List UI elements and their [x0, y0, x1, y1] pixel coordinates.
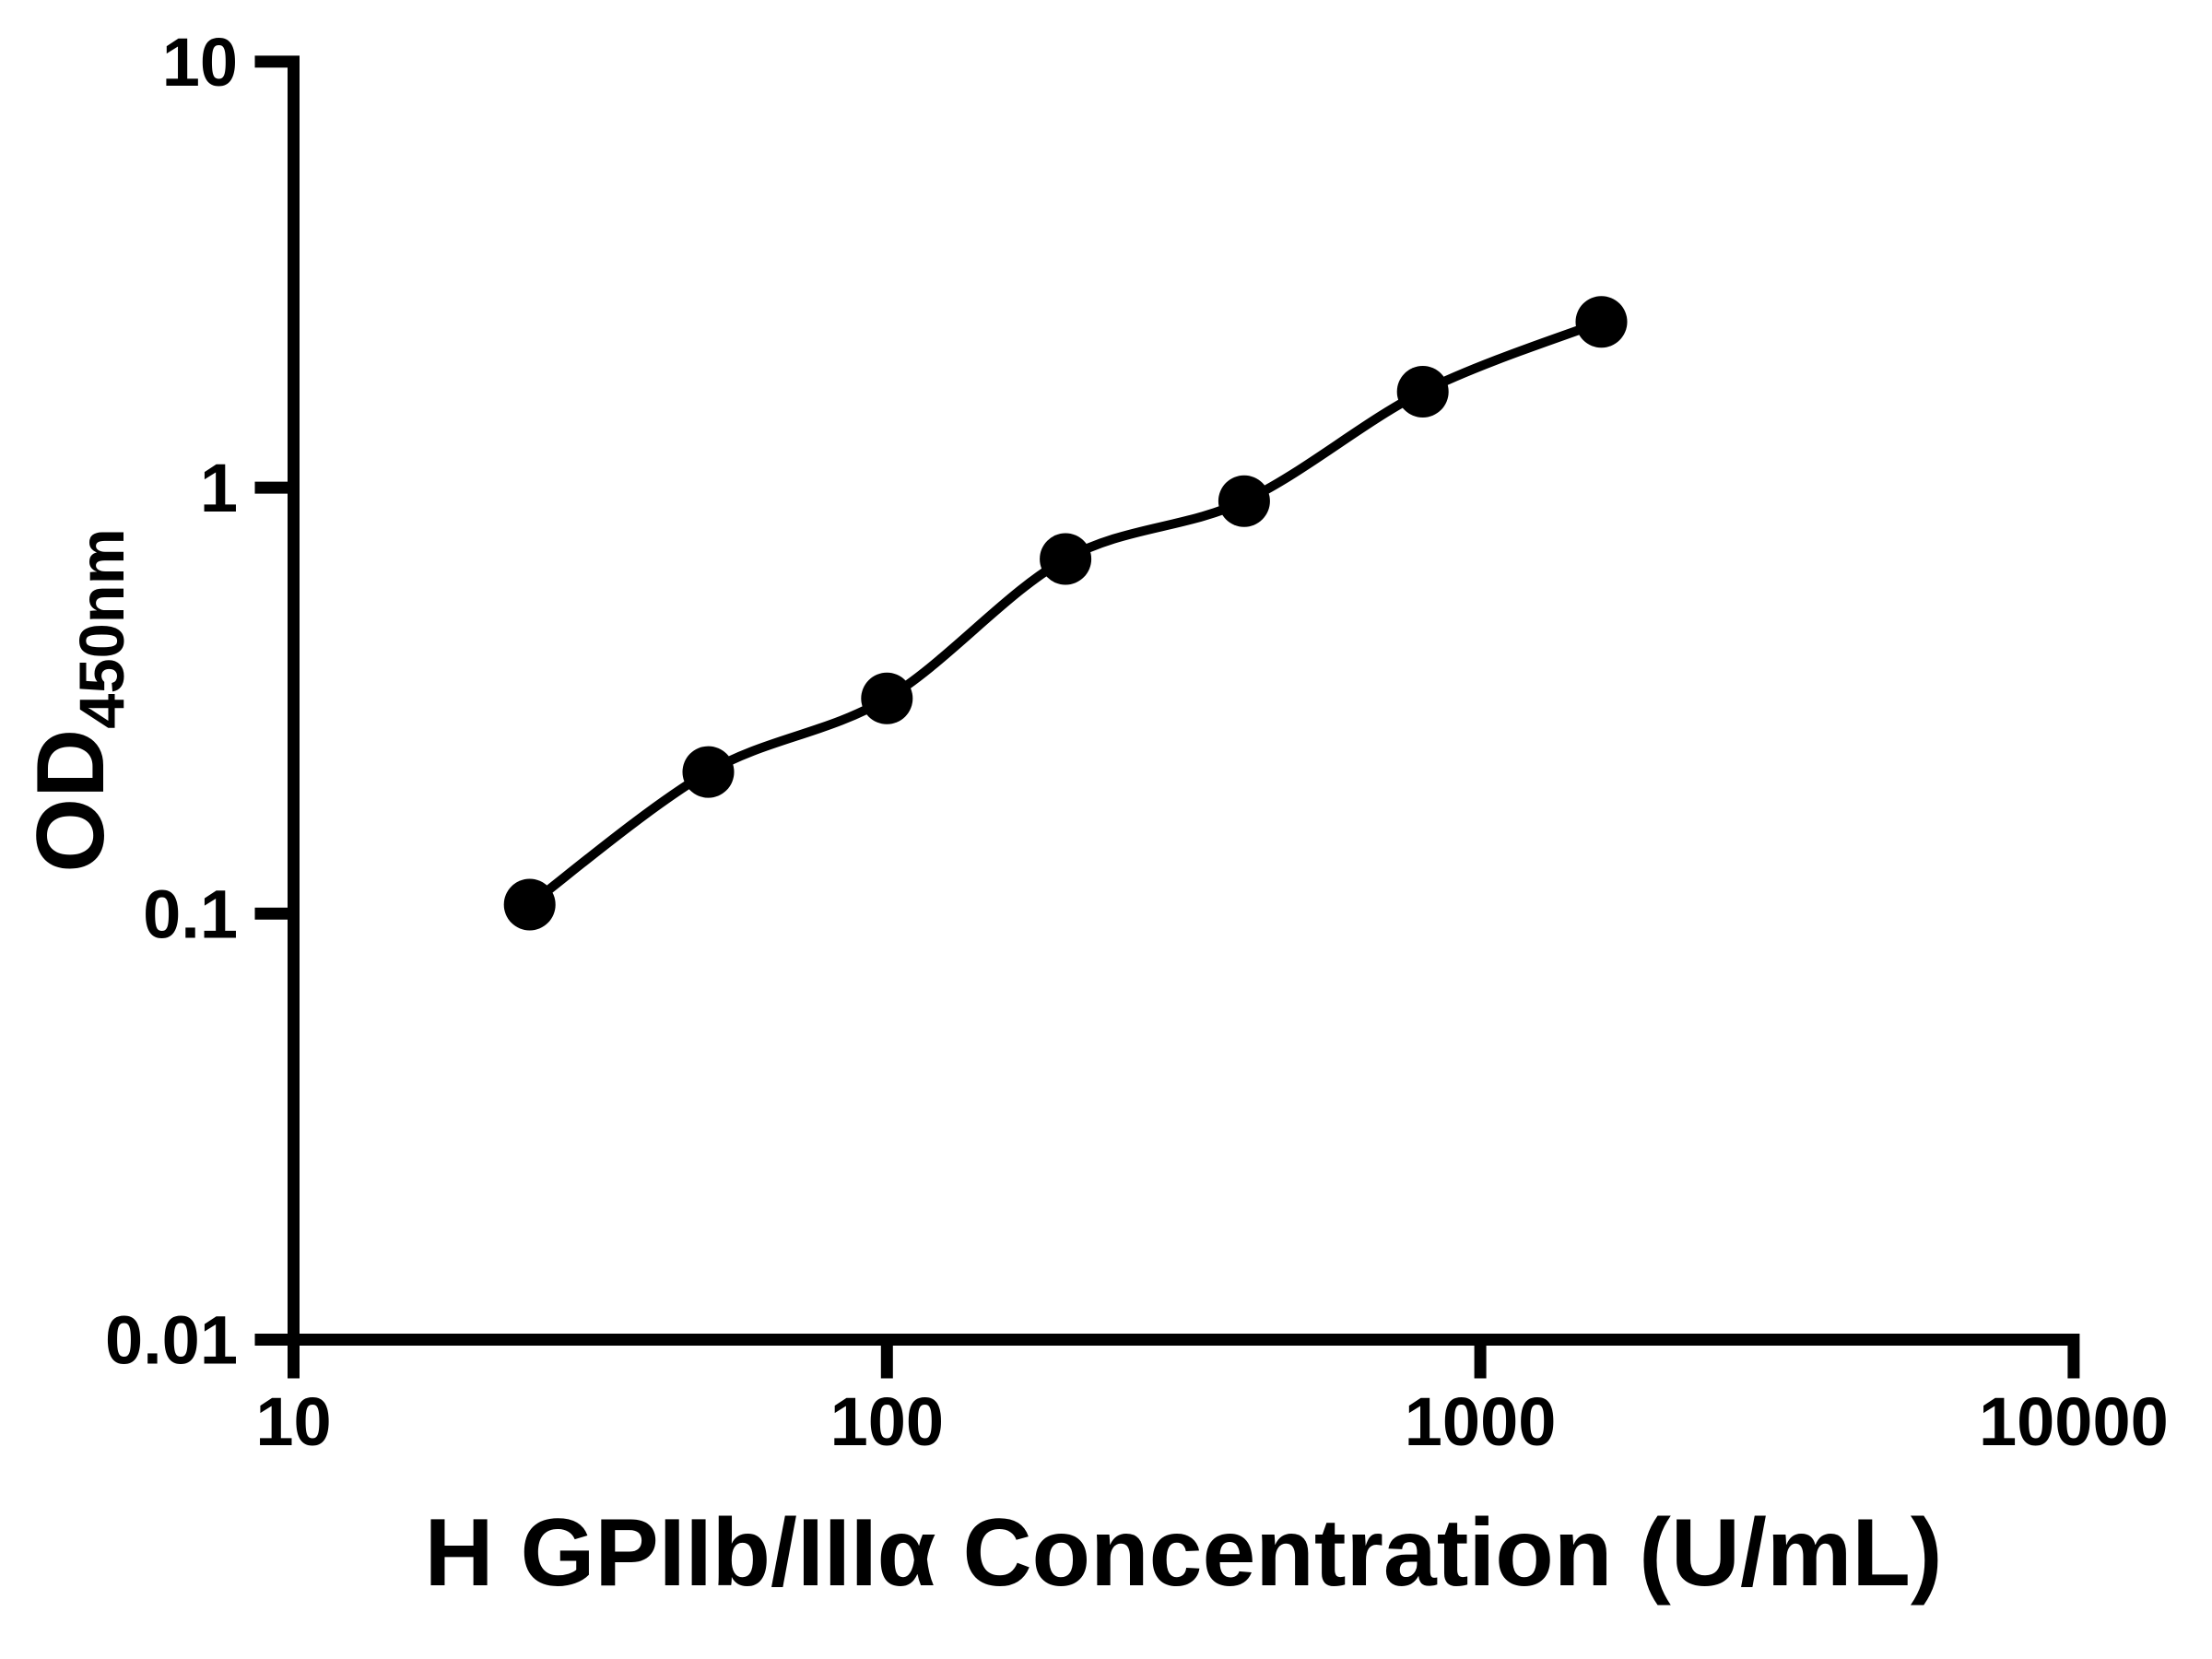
y-tick-label-1: 1	[200, 450, 238, 526]
data-point-50	[682, 746, 735, 798]
data-point-25	[503, 878, 556, 931]
x-tick-label-10000: 10000	[1979, 1383, 2169, 1460]
y-tick-label-10: 10	[162, 24, 238, 100]
x-axis-title: H GPIIb/IIIα Concentration (U/mL)	[293, 1500, 2074, 1606]
x-axis-title-text: H GPIIb/IIIα Concentration (U/mL)	[424, 1500, 1943, 1606]
data-point-200	[1040, 533, 1092, 585]
data-point-100	[861, 672, 913, 724]
y-axis-title-main: OD	[18, 728, 125, 873]
y-axis-title: OD450nm	[17, 528, 138, 872]
data-point-1600	[1575, 296, 1628, 348]
data-point-400	[1218, 475, 1270, 527]
x-tick-label-10: 10	[255, 1383, 331, 1460]
y-axis-title-subscript: 450nm	[65, 528, 137, 729]
y-tick-label-0.1: 0.1	[143, 876, 238, 952]
data-point-800	[1396, 366, 1449, 418]
x-tick-label-1000: 1000	[1405, 1383, 1557, 1460]
x-tick-label-100: 100	[830, 1383, 944, 1460]
y-tick-label-0.01: 0.01	[105, 1302, 238, 1379]
